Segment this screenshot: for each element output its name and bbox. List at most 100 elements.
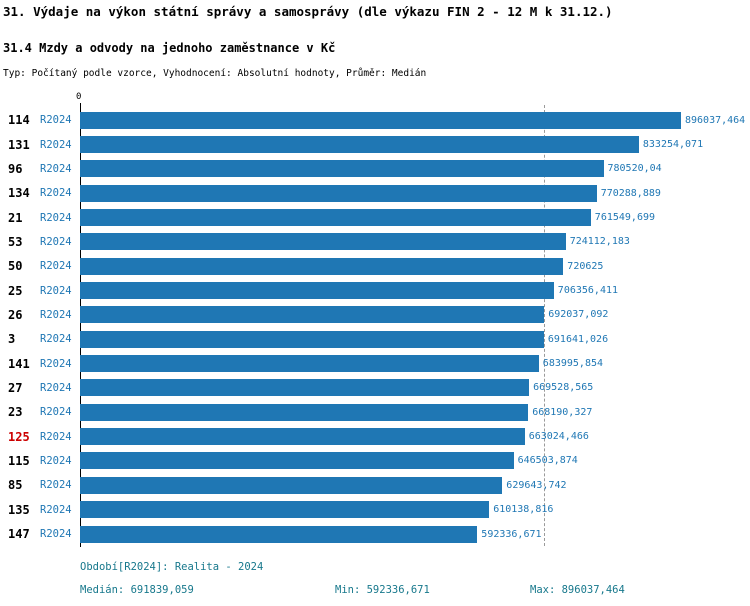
bar-value-label: 610138,816 (493, 504, 554, 516)
category-label: 50 (8, 259, 23, 274)
bar-value-label: 669528,565 (533, 382, 594, 394)
series-year-label: R2024 (40, 479, 72, 492)
bar-value-label: 663024,466 (528, 431, 589, 443)
bar (80, 209, 591, 227)
bar (80, 525, 478, 543)
series-year-label: R2024 (40, 162, 72, 175)
chart-row: 53 R2024 724112,183 (0, 230, 750, 254)
y-axis-line (80, 103, 81, 547)
chart-row: 23 R2024 668190,327 (0, 400, 750, 424)
chart-row: 131 R2024 833254,071 (0, 132, 750, 156)
series-year-label: R2024 (40, 114, 72, 127)
page-title: 31. Výdaje na výkon státní správy a samo… (3, 4, 613, 19)
bar (80, 476, 503, 494)
chart-row: 135 R2024 610138,816 (0, 498, 750, 522)
chart-row: 141 R2024 683995,854 (0, 351, 750, 375)
category-label: 141 (8, 356, 30, 371)
category-label: 134 (8, 186, 30, 201)
category-label: 53 (8, 234, 23, 249)
category-label: 27 (8, 380, 23, 395)
category-label: 114 (8, 113, 30, 128)
bar-value-label: 724112,183 (569, 236, 630, 248)
bar-value-label: 706356,411 (557, 285, 619, 297)
category-label: 125 (8, 429, 30, 444)
bar-chart: 114 R2024 896037,464 131 R2024 833254,071 96 R2… (0, 108, 750, 546)
chart-row: 27 R2024 669528,565 (0, 376, 750, 400)
series-year-label: R2024 (40, 308, 72, 321)
chart-row: 96 R2024 780520,04 (0, 157, 750, 181)
chart-row: 3 R2024 691641,026 (0, 327, 750, 351)
series-year-label: R2024 (40, 187, 72, 200)
bar (80, 160, 604, 178)
bar (80, 184, 597, 202)
bar (80, 379, 530, 397)
bar-value-label: 720625 (567, 260, 604, 272)
bar-value-label: 780520,04 (607, 163, 662, 175)
series-year-label: R2024 (40, 454, 72, 467)
bar-value-label: 770288,889 (600, 187, 661, 199)
bar (80, 428, 525, 446)
bar-value-label: 683995,854 (542, 358, 604, 370)
series-year-label: R2024 (40, 211, 72, 224)
bar (80, 111, 681, 129)
chart-row: 85 R2024 629643,742 (0, 473, 750, 497)
category-label: 85 (8, 478, 23, 493)
bar (80, 233, 566, 251)
bar (80, 403, 529, 421)
series-year-label: R2024 (40, 333, 72, 346)
bar-value-label: 691641,026 (547, 333, 609, 345)
series-year-label: R2024 (40, 284, 72, 297)
chart-row: 125 R2024 663024,466 (0, 424, 750, 448)
chart-subtitle: 31.4 Mzdy a odvody na jednoho zaměstnanc… (3, 41, 336, 55)
series-year-label: R2024 (40, 503, 72, 516)
category-label: 147 (8, 527, 30, 542)
bar-value-label: 692037,092 (548, 309, 609, 321)
chart-row: 21 R2024 761549,699 (0, 205, 750, 229)
bar (80, 282, 554, 300)
bar (80, 306, 545, 324)
series-year-label: R2024 (40, 138, 72, 151)
category-label: 131 (8, 137, 30, 152)
x-axis-zero-tick: 0 (76, 92, 82, 102)
category-label: 23 (8, 405, 23, 420)
bar-value-label: 629643,742 (506, 479, 567, 491)
chart-row: 50 R2024 720625 (0, 254, 750, 278)
bar-value-label: 668190,327 (532, 406, 593, 418)
chart-row: 26 R2024 692037,092 (0, 303, 750, 327)
bar (80, 257, 564, 275)
bar-value-label: 761549,699 (594, 212, 656, 224)
bar (80, 355, 539, 373)
category-label: 25 (8, 283, 23, 298)
bar-value-label: 833254,071 (642, 139, 704, 151)
median-dashed-line (544, 105, 545, 546)
chart-row: 115 R2024 646503,874 (0, 449, 750, 473)
footer-median: Medián: 691839,059 (80, 584, 194, 596)
chart-row: 134 R2024 770288,889 (0, 181, 750, 205)
bar-value-label: 896037,464 (685, 114, 746, 126)
footer-period: Období[R2024]: Realita - 2024 (80, 561, 264, 573)
series-year-label: R2024 (40, 406, 72, 419)
series-year-label: R2024 (40, 381, 72, 394)
bar-value-label: 592336,671 (481, 528, 542, 540)
category-label: 3 (8, 332, 16, 347)
category-label: 135 (8, 502, 30, 517)
series-year-label: R2024 (40, 235, 72, 248)
footer-min: Min: 592336,671 (335, 584, 430, 596)
bar (80, 136, 639, 154)
series-year-label: R2024 (40, 357, 72, 370)
bar (80, 330, 544, 348)
category-label: 115 (8, 453, 30, 468)
chart-row: 147 R2024 592336,671 (0, 522, 750, 546)
category-label: 26 (8, 307, 23, 322)
category-label: 21 (8, 210, 23, 225)
chart-row: 25 R2024 706356,411 (0, 278, 750, 302)
footer-max: Max: 896037,464 (530, 584, 625, 596)
series-year-label: R2024 (40, 528, 72, 541)
series-year-label: R2024 (40, 430, 72, 443)
bar (80, 501, 490, 519)
chart-row: 114 R2024 896037,464 (0, 108, 750, 132)
bar-value-label: 646503,874 (517, 455, 578, 467)
category-label: 96 (8, 161, 23, 176)
bar (80, 452, 514, 470)
